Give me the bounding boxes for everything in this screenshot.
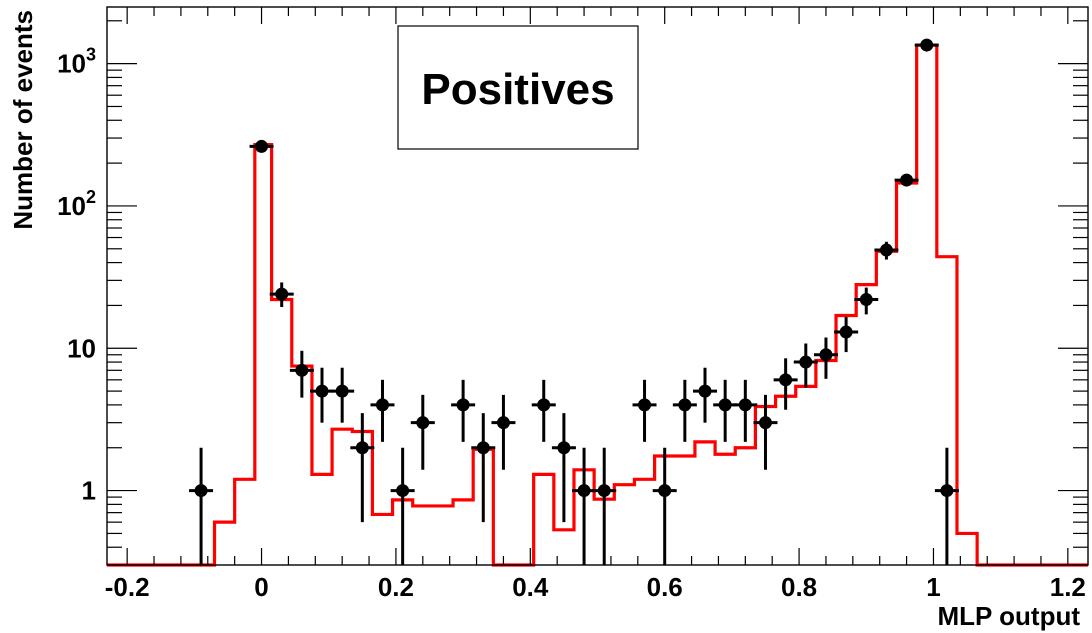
data-point — [672, 379, 697, 442]
y-tick-label: 102 — [57, 187, 96, 221]
data-point-marker — [396, 484, 410, 498]
y-tick-label: 103 — [57, 45, 96, 79]
x-tick-label: 1 — [926, 572, 940, 602]
data-point-marker — [738, 398, 752, 412]
data-point-marker — [758, 416, 772, 430]
data-point-marker — [718, 398, 732, 412]
x-tick-label: 0.2 — [378, 572, 414, 602]
data-point-marker — [255, 139, 269, 153]
data-point — [491, 394, 516, 470]
x-tick-label: 0.6 — [647, 572, 683, 602]
data-point — [350, 413, 375, 523]
title-box-frame — [397, 25, 639, 150]
data-point — [330, 367, 355, 423]
data-point-marker — [537, 398, 551, 412]
data-point-marker — [315, 384, 329, 398]
data-point-marker — [335, 384, 349, 398]
data-point-marker — [456, 398, 470, 412]
data-point-marker — [698, 384, 712, 398]
data-point — [572, 447, 597, 565]
data-point-marker — [496, 416, 510, 430]
data-point — [249, 139, 274, 153]
chart-title: Positives — [421, 65, 614, 114]
data-point-marker — [920, 38, 934, 52]
data-point — [632, 379, 657, 442]
data-point — [269, 282, 294, 307]
data-point-marker — [194, 484, 208, 498]
data-point — [289, 350, 314, 398]
data-point — [693, 367, 718, 423]
data-point-marker — [597, 484, 611, 498]
data-point-marker — [879, 243, 893, 257]
x-tick-label: 0 — [254, 572, 268, 602]
data-point — [471, 413, 496, 523]
x-tick-label: 1.2 — [1050, 572, 1086, 602]
data-point-marker — [819, 348, 833, 362]
data-point-marker — [658, 484, 672, 498]
data-point — [551, 413, 576, 523]
data-point-marker — [839, 325, 853, 339]
data-point — [390, 447, 415, 565]
data-point — [410, 394, 435, 470]
data-point-marker — [940, 484, 954, 498]
data-point-marker — [476, 441, 490, 455]
data-point — [914, 38, 939, 52]
data-point — [834, 316, 859, 353]
data-point-marker — [900, 173, 914, 187]
data-point — [652, 447, 677, 565]
title-box: Positives — [397, 25, 639, 150]
data-point-marker — [557, 441, 571, 455]
data-point — [813, 337, 838, 379]
data-point-marker — [355, 441, 369, 455]
data-point — [310, 367, 335, 423]
data-point-marker — [799, 355, 813, 369]
data-point-marker — [375, 398, 389, 412]
data-point — [934, 447, 959, 565]
data-point — [753, 394, 778, 470]
x-tick-label: 0.8 — [781, 572, 817, 602]
data-point-marker — [678, 398, 692, 412]
data-point-marker — [638, 398, 652, 412]
data-point — [733, 379, 758, 442]
x-tick-label: -0.2 — [105, 572, 150, 602]
y-tick-label: 10 — [67, 333, 96, 363]
data-point-marker — [577, 484, 591, 498]
data-points-series — [189, 38, 959, 565]
data-point-marker — [295, 363, 309, 377]
x-tick-label: 0.4 — [512, 572, 549, 602]
data-point-marker — [275, 287, 289, 301]
data-point — [874, 241, 899, 260]
data-point — [854, 287, 879, 315]
plot-frame — [106, 6, 1089, 566]
data-point — [773, 358, 798, 410]
data-point-marker — [416, 416, 430, 430]
data-point — [713, 379, 738, 442]
y-axis-label: Number of events — [8, 10, 38, 230]
data-point — [793, 343, 818, 388]
data-point — [189, 447, 214, 565]
data-point — [531, 379, 556, 442]
y-tick-label: 1 — [82, 476, 96, 506]
data-point-marker — [779, 373, 793, 387]
data-point — [451, 379, 476, 442]
data-point — [592, 447, 617, 565]
data-point — [370, 379, 395, 442]
data-point-marker — [859, 293, 873, 307]
x-axis-label: MLP output — [938, 601, 1081, 631]
data-point — [894, 173, 919, 187]
